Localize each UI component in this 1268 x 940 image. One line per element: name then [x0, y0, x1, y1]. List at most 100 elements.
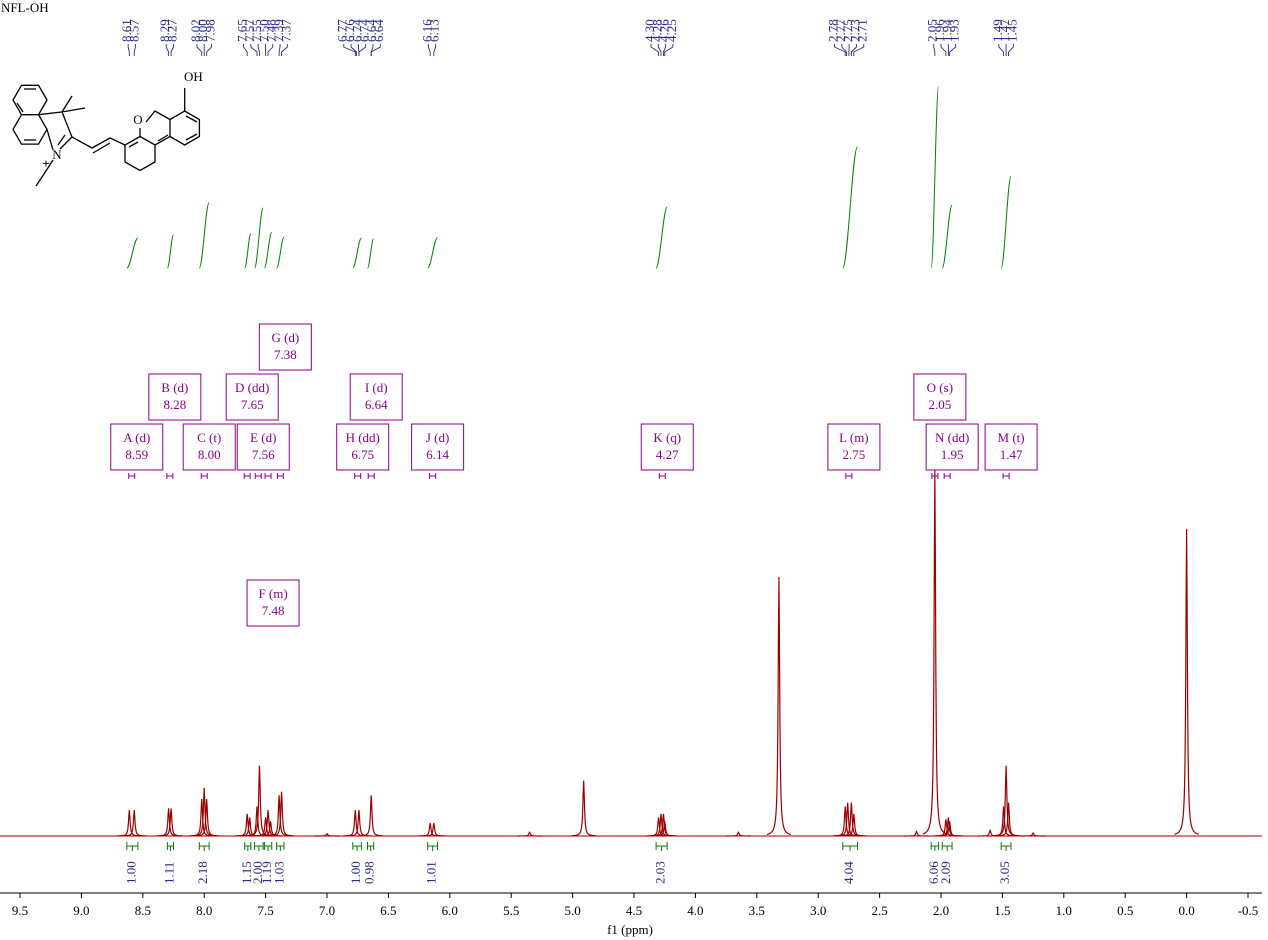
multiplet-marker — [264, 473, 272, 479]
multiplet-name: H (dd) — [346, 430, 380, 445]
peak-label: 2.75 — [840, 19, 855, 42]
x-tick-label: 2.0 — [933, 903, 949, 918]
bond — [92, 142, 111, 154]
peak-connector — [427, 44, 431, 56]
peak-label: 2.77 — [833, 19, 848, 42]
x-tick-label: 6.5 — [380, 903, 396, 918]
multiplet-name: C (t) — [197, 430, 221, 445]
bond — [185, 133, 198, 141]
multiplet-marker — [128, 473, 136, 479]
structure: OH O N + — [12, 69, 203, 187]
peak-connector — [853, 44, 865, 56]
peak-connector — [257, 44, 260, 56]
multiplet-box — [258, 323, 312, 371]
x-tick-label: 5.5 — [503, 903, 519, 918]
integral-label: 1.19 — [259, 861, 274, 884]
multiplet-box — [336, 423, 390, 471]
peak-label: 2.71 — [855, 19, 870, 42]
multiplet-marker — [254, 473, 262, 479]
peak-label: 4.28 — [649, 19, 664, 42]
multiplet-shift: 1.47 — [1000, 447, 1023, 462]
peak — [117, 810, 142, 837]
multiplet-marker — [943, 473, 951, 479]
peak-connector — [657, 44, 662, 56]
peak — [1174, 528, 1199, 835]
x-tick-label: 8.5 — [135, 903, 151, 918]
bond — [57, 134, 66, 146]
multiplet-box — [411, 423, 465, 471]
peak-label: 4.25 — [664, 19, 679, 42]
peak-label: 7.48 — [264, 19, 279, 42]
peak — [517, 831, 542, 837]
peak-label: 7.98 — [202, 19, 217, 42]
multiplet-shift: 7.65 — [241, 397, 264, 412]
integral-label: 2.03 — [653, 861, 668, 884]
peak-label: 7.39 — [271, 19, 286, 42]
peak — [122, 810, 147, 837]
peak — [571, 780, 596, 837]
multiplet-box — [182, 423, 236, 471]
peak — [1021, 832, 1046, 837]
integral-label: 2.00 — [250, 861, 265, 884]
peak-label: 8.61 — [119, 19, 134, 42]
multiplet-name: K (q) — [653, 430, 681, 445]
atom-label: OH — [184, 69, 203, 84]
integral-curve — [1000, 176, 1012, 269]
integral-bracket — [367, 842, 375, 851]
peak-connector — [949, 44, 957, 56]
integral-bracket — [126, 842, 139, 851]
integral-curve — [126, 237, 139, 269]
peak-connector — [664, 44, 674, 56]
x-tick-label: 3.0 — [810, 903, 826, 918]
peak-label: 1.96 — [932, 19, 947, 42]
multiplet-name: G (d) — [271, 330, 299, 345]
multiplet-marker — [658, 473, 666, 479]
bond — [185, 115, 198, 123]
integral-bracket — [244, 842, 252, 851]
x-tick-label: 0.0 — [1178, 903, 1194, 918]
peak-connector — [196, 44, 203, 56]
multiplet-box — [246, 579, 300, 627]
integral-label: 6.06 — [926, 861, 941, 884]
integral-bracket — [166, 842, 175, 851]
integral-label: 1.00 — [348, 861, 363, 884]
bond — [61, 107, 86, 113]
integral-bracket — [842, 842, 859, 851]
peak-connector — [358, 44, 367, 56]
integral-bracket — [352, 842, 362, 851]
multiplet-box — [148, 373, 202, 421]
peak-connector — [243, 44, 248, 56]
integral-label: 0.98 — [362, 861, 377, 884]
multiplet-marker — [166, 473, 174, 479]
peak-connector — [841, 44, 847, 56]
peak-label: 1.94 — [939, 19, 954, 42]
peak-connector — [850, 44, 857, 56]
multiplet-shift: 7.38 — [274, 347, 297, 362]
integral-label: 1.01 — [424, 861, 439, 884]
multiplet-marker — [1002, 473, 1010, 479]
integral-label: 1.15 — [239, 861, 254, 884]
peak-label: 1.47 — [997, 19, 1012, 42]
multiplet-marker — [200, 473, 208, 479]
multiplet-marker — [429, 473, 437, 479]
x-tick-label: 8.0 — [196, 903, 212, 918]
x-tick-label: 7.5 — [257, 903, 273, 918]
multiplet-shift: 6.75 — [351, 447, 374, 462]
x-tick-label: 7.0 — [319, 903, 335, 918]
integral-curve — [367, 238, 375, 269]
x-tick-label: 2.5 — [871, 903, 887, 918]
ring — [12, 114, 48, 145]
peak-connector — [170, 44, 174, 56]
integral-label: 1.03 — [271, 861, 286, 884]
peak — [194, 798, 219, 837]
integral-curve — [244, 233, 252, 269]
peak-label: 8.02 — [188, 19, 203, 42]
multiplet-box — [225, 373, 279, 421]
peak-connector — [278, 44, 281, 56]
multiplet-box — [984, 423, 1038, 471]
multiplet-name: A (d) — [123, 430, 150, 445]
peak-label: 6.76 — [342, 19, 357, 42]
multiplet-box — [236, 423, 290, 471]
multiplet-name: D (dd) — [235, 380, 269, 395]
x-axis-label: f1 (ppm) — [607, 922, 653, 937]
